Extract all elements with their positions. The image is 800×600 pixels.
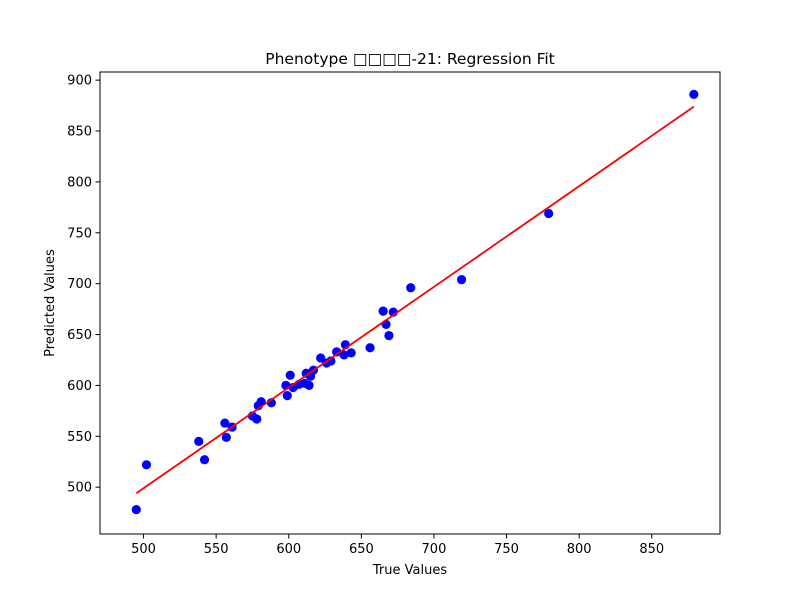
data-point [252, 414, 262, 424]
data-point [141, 460, 152, 470]
data-point [456, 274, 467, 285]
x-tick-label: 700 [422, 542, 447, 557]
data-point [221, 432, 231, 442]
x-tick-label: 500 [131, 542, 156, 557]
chart-title: Phenotype □□□□-21: Regression Fit [265, 50, 555, 68]
y-tick-label: 750 [67, 226, 92, 241]
x-tick-label: 550 [204, 542, 229, 557]
x-tick-label: 800 [567, 542, 592, 557]
x-axis-label: True Values [372, 563, 447, 578]
x-tick-label: 600 [276, 542, 301, 557]
data-point [339, 350, 349, 360]
y-axis: 500 550 600 650 700 750 800 850 900 [67, 74, 100, 496]
data-point [285, 370, 295, 380]
data-point [220, 418, 230, 428]
data-point [384, 330, 394, 341]
y-tick-label: 850 [67, 125, 92, 140]
y-axis-label: Predicted Values [43, 249, 58, 357]
x-tick-label: 850 [639, 542, 664, 557]
plot-elements [131, 89, 699, 515]
y-tick-label: 600 [67, 379, 92, 394]
data-point [332, 347, 342, 357]
data-point [199, 455, 210, 465]
y-tick-label: 500 [67, 481, 92, 496]
data-point [304, 380, 314, 391]
y-tick-label: 700 [67, 277, 92, 292]
data-point [365, 343, 375, 353]
data-point [282, 391, 292, 401]
data-point [378, 306, 388, 316]
y-tick-label: 650 [67, 328, 92, 343]
y-tick-label: 800 [67, 175, 92, 190]
x-tick-label: 650 [349, 542, 374, 557]
y-tick-label: 900 [67, 74, 92, 89]
data-point [689, 89, 699, 99]
data-point [346, 348, 356, 358]
data-point [131, 504, 141, 515]
x-axis: 500 550 600 650 700 750 800 850 [131, 534, 664, 557]
y-tick-label: 550 [67, 430, 92, 445]
x-tick-label: 750 [494, 542, 519, 557]
data-point [544, 208, 554, 219]
plot-frame [99, 71, 721, 535]
data-point [406, 283, 416, 293]
data-point [326, 356, 336, 366]
data-point [194, 436, 204, 446]
regression-fit-line [135, 105, 695, 495]
